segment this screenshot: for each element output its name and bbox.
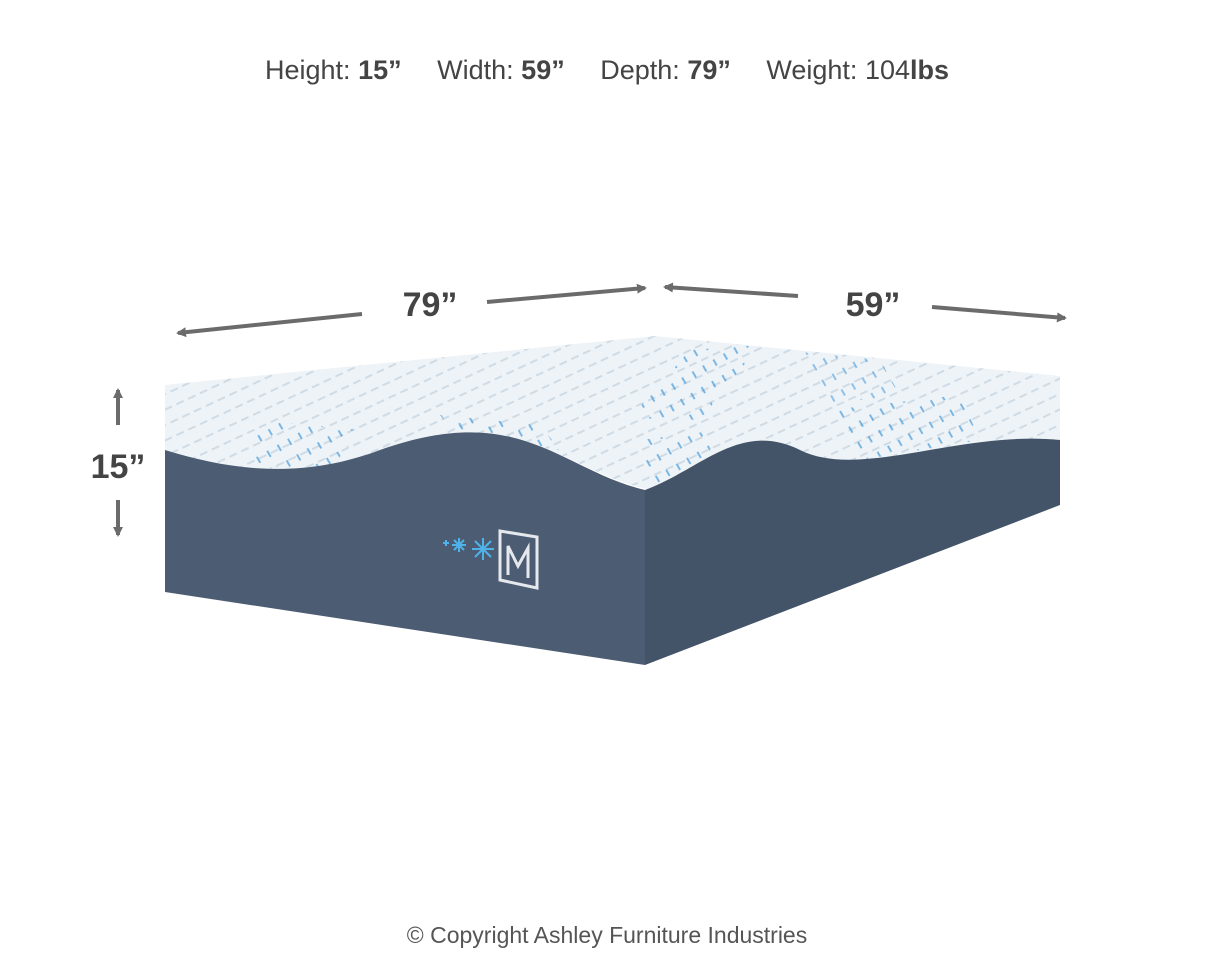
depth-label: 79” bbox=[403, 286, 458, 324]
depth-arrow-left bbox=[176, 312, 363, 338]
height-label: 15” bbox=[91, 448, 146, 486]
spec-label: Depth: bbox=[600, 55, 680, 85]
snowflake-icon bbox=[443, 538, 494, 560]
spec-label: Weight: bbox=[766, 55, 858, 85]
spec-value: 104 bbox=[864, 55, 910, 85]
spec-label: Height: bbox=[264, 55, 351, 85]
mattress-base-left-side bbox=[165, 432, 645, 665]
spec-bar: Height: 15” Width: 59” Depth: 79” Weight… bbox=[0, 55, 1214, 86]
spec-weight: Weight: 104lbs bbox=[766, 55, 949, 85]
spec-height: Height: 15” bbox=[265, 55, 402, 85]
mattress-base-right-side bbox=[645, 438, 1060, 665]
spec-value: 15” bbox=[358, 55, 402, 85]
spec-value: 59” bbox=[521, 55, 565, 85]
width-arrow-right bbox=[931, 305, 1067, 323]
spec-unit: lbs bbox=[910, 55, 950, 85]
spec-label: Width: bbox=[437, 55, 514, 85]
copyright-text: © Copyright Ashley Furniture Industries bbox=[406, 922, 808, 948]
spec-width: Width: 59” bbox=[437, 55, 565, 85]
width-label: 59” bbox=[846, 286, 901, 324]
depth-arrow-right bbox=[486, 283, 647, 304]
spec-value: 79” bbox=[687, 55, 731, 85]
brand-logo-m bbox=[498, 529, 539, 590]
width-arrow-left bbox=[663, 282, 799, 298]
spec-depth: Depth: 79” bbox=[600, 55, 731, 85]
